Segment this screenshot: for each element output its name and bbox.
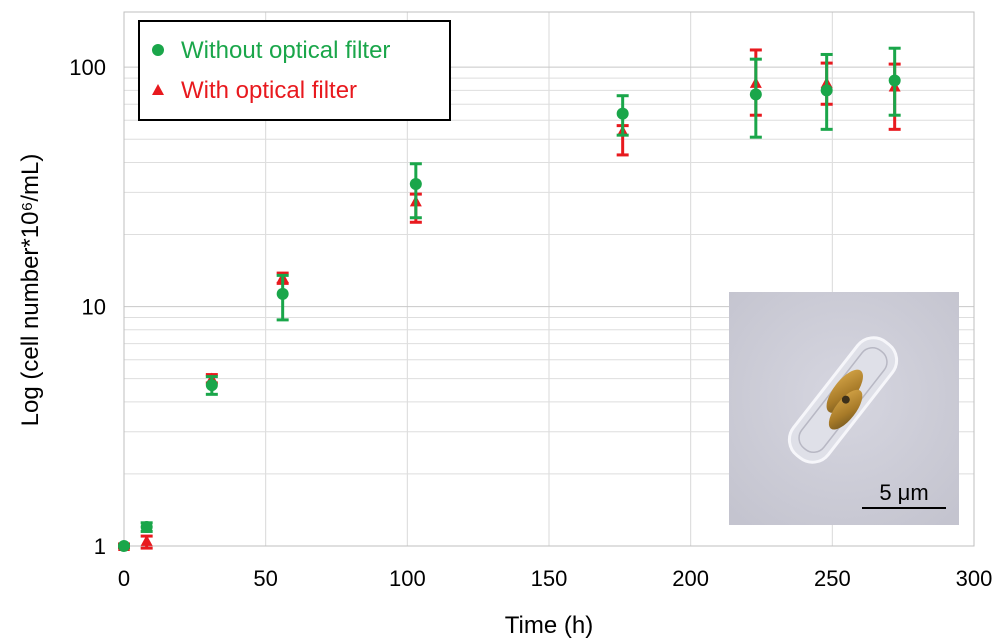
x-tick-labels: 0 50 100 150 200 250 300	[118, 566, 992, 591]
data-point	[140, 521, 153, 534]
x-tick-label: 200	[672, 566, 709, 591]
plot-frame	[123, 11, 975, 547]
data-point	[276, 287, 289, 300]
data-point	[118, 540, 130, 552]
legend: Without optical filter With optical filt…	[138, 20, 451, 121]
data-point	[616, 107, 629, 120]
legend-box	[138, 20, 451, 121]
series-without-optical-filter	[118, 46, 901, 552]
y-tick-label: 10	[82, 295, 106, 320]
data-point	[409, 178, 422, 191]
legend-label-without-filter: Without optical filter	[181, 37, 390, 64]
x-tick-label: 100	[389, 566, 426, 591]
x-tick-label: 150	[531, 566, 568, 591]
data-point	[205, 379, 218, 392]
y-tick-label: 1	[94, 534, 106, 559]
x-tick-label: 0	[118, 566, 130, 591]
x-axis-title: Time (h)	[505, 612, 593, 639]
x-tick-label: 300	[956, 566, 993, 591]
data-point	[140, 534, 153, 546]
y-tick-label: 100	[69, 55, 106, 80]
inset-micrograph: 5 μm	[729, 292, 959, 525]
series-layer	[118, 46, 901, 552]
data-point	[820, 84, 833, 97]
legend-marker-without-filter	[152, 44, 164, 56]
y-axis-title: Log (cell number*10⁶/mL)	[17, 154, 44, 427]
data-point	[749, 88, 762, 101]
scale-bar-label: 5 μm	[879, 480, 928, 505]
x-tick-label: 50	[253, 566, 277, 591]
y-tick-labels: 1 10 100	[69, 55, 106, 559]
legend-marker-with-filter	[152, 84, 164, 95]
diatom-cell-image	[787, 336, 899, 464]
x-tick-label: 250	[814, 566, 851, 591]
data-point	[888, 74, 901, 87]
legend-label-with-filter: With optical filter	[181, 77, 357, 104]
